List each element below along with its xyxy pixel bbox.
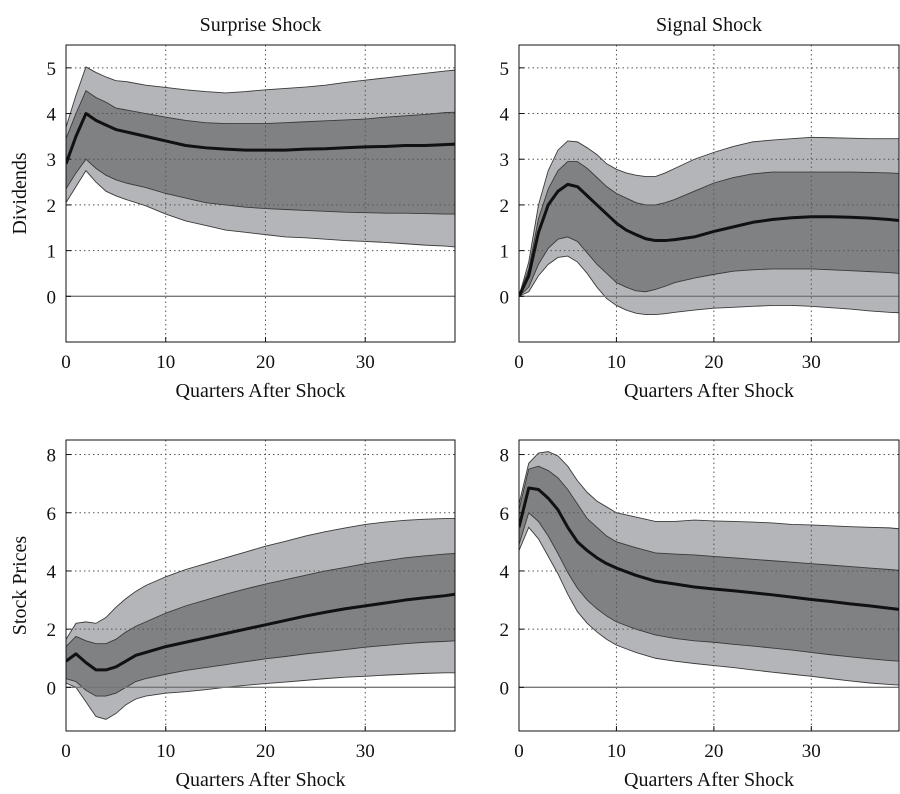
x-tick-label: 0: [514, 741, 524, 762]
panel-signal-dividends: 0 10 20 30 0 1 2 3 4 5 Signal Shock Quarters After …: [500, 14, 900, 402]
plot-area: [66, 45, 455, 342]
y-tick-label: 6: [47, 504, 57, 525]
y-tick-label: 3: [500, 150, 510, 171]
panel-surprise-dividends: 0 10 20 30 0 1 2 3 4 5 Surprise Shock Quarters Afte…: [9, 14, 456, 402]
x-tick-label: 10: [607, 741, 626, 762]
x-tick-label: 0: [514, 352, 524, 373]
x-tick-label: 10: [156, 352, 175, 373]
y-tick-label: 4: [500, 105, 510, 126]
y-tick-label: 6: [500, 504, 510, 525]
y-tick-label: 1: [47, 242, 57, 263]
y-tick-label: 2: [47, 620, 57, 641]
x-tick-label: 30: [802, 352, 821, 373]
x-tick-label: 10: [607, 352, 626, 373]
y-tick-label: 2: [500, 196, 510, 217]
y-tick-label: 0: [500, 287, 510, 308]
y-tick-label: 2: [500, 620, 510, 641]
plot-frame: [518, 439, 900, 732]
x-axis-label: Quarters After Shock: [176, 380, 346, 402]
x-tick-label: 30: [802, 741, 821, 762]
x-tick-label: 20: [704, 741, 723, 762]
median-response-line: [66, 592, 455, 672]
median-response-line: [519, 486, 899, 611]
plot-area: [519, 45, 899, 342]
x-tick-label: 20: [704, 352, 723, 373]
plot-frame: [518, 44, 900, 343]
y-axis-label: Stock Prices: [9, 536, 31, 636]
y-tick-label: 0: [500, 678, 510, 699]
y-tick-label: 8: [500, 446, 510, 467]
inner-confidence-band: [519, 161, 899, 297]
x-tick-label: 30: [356, 352, 375, 373]
y-tick-label: 1: [500, 242, 510, 263]
x-tick-label: 0: [61, 352, 71, 373]
panel-title: Surprise Shock: [200, 14, 322, 36]
median-response-line: [519, 182, 899, 297]
plot-area: [66, 440, 455, 731]
plot-frame: [65, 439, 456, 732]
y-tick-label: 8: [47, 446, 57, 467]
x-axis-label: Quarters After Shock: [624, 380, 794, 402]
x-tick-label: 10: [156, 741, 175, 762]
y-axis-label: Dividends: [9, 152, 31, 234]
x-tick-label: 20: [256, 352, 275, 373]
y-tick-label: 4: [47, 105, 57, 126]
x-tick-label: 30: [356, 741, 375, 762]
x-axis-label: Quarters After Shock: [176, 769, 346, 791]
y-tick-label: 2: [47, 196, 57, 217]
x-tick-label: 20: [256, 741, 275, 762]
y-tick-label: 3: [47, 150, 57, 171]
y-tick-label: 0: [47, 678, 57, 699]
plot-frame: [65, 44, 456, 343]
inner-confidence-band: [519, 465, 899, 662]
y-tick-label: 4: [500, 562, 510, 583]
y-tick-label: 5: [500, 59, 510, 80]
panel-surprise-stock-prices: 0 10 20 30 0 2 4 6 8 Quarters After Shock Stock Pr…: [9, 439, 456, 791]
median-response-line: [66, 112, 455, 165]
panel-signal-stock-prices: 0 10 20 30 0 2 4 6 8 Quarters After Shock: [500, 439, 900, 791]
y-tick-label: 4: [47, 562, 57, 583]
panel-title: Signal Shock: [656, 14, 762, 36]
y-tick-label: 0: [47, 287, 57, 308]
plot-area: [519, 440, 899, 731]
x-tick-label: 0: [61, 741, 71, 762]
x-axis-label: Quarters After Shock: [624, 769, 794, 791]
y-tick-label: 5: [47, 59, 57, 80]
